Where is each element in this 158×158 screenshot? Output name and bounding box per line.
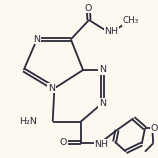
Text: N: N (33, 35, 40, 44)
Text: NH: NH (104, 27, 118, 36)
Text: H₂N: H₂N (19, 117, 37, 126)
Text: N: N (99, 99, 106, 108)
Text: NH: NH (94, 140, 108, 149)
Text: O: O (85, 4, 92, 13)
Text: O: O (60, 138, 67, 147)
Text: CH₃: CH₃ (122, 16, 138, 25)
Text: N: N (99, 66, 106, 75)
Text: N: N (48, 84, 55, 93)
Text: O: O (150, 124, 158, 133)
